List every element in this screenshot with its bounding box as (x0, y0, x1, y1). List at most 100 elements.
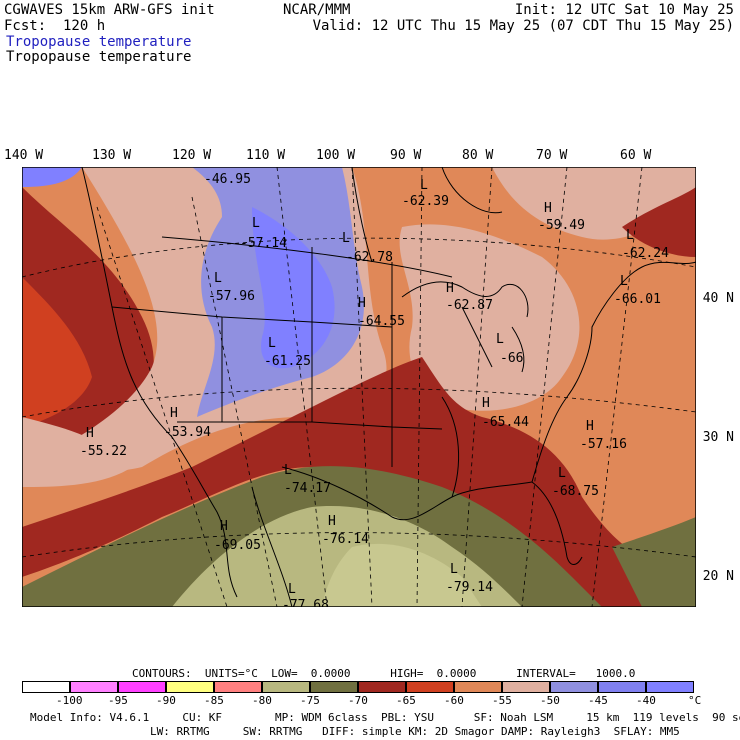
colorbar-unit: °C (688, 694, 702, 707)
extremum-type: H (86, 426, 94, 441)
colorbar-label: -50 (540, 694, 560, 707)
colorbar-label: -100 (56, 694, 83, 707)
colorbar-label: -45 (588, 694, 608, 707)
colorbar-label: -75 (300, 694, 320, 707)
lat-label-20n: 20 N (702, 569, 734, 584)
model-title: CGWAVES 15km ARW-GFS init (4, 2, 215, 18)
colorbar-swatch (262, 681, 310, 693)
model-info-line1: Model Info: V4.6.1 CU: KF MP: WDM 6class… (30, 711, 740, 724)
colorbar-swatch (598, 681, 646, 693)
extremum-type: L (252, 216, 260, 231)
colorbar-swatch (166, 681, 214, 693)
colorbar-swatch (358, 681, 406, 693)
colorbar-swatch (310, 681, 358, 693)
extremum-type: H (586, 419, 594, 434)
colorbar-swatch (22, 681, 70, 693)
extremum-type: H (544, 201, 552, 216)
colorbar-label: -70 (348, 694, 368, 707)
colorbar-swatch (454, 681, 502, 693)
extremum-value: -62.87 (446, 298, 493, 313)
lon-label-60w: 60 W (620, 148, 652, 163)
extremum-type: H (220, 519, 228, 534)
colorbar-swatch (214, 681, 262, 693)
extremum-value: -74.17 (284, 481, 331, 496)
colorbar-label: -55 (492, 694, 512, 707)
extremum-type: L (450, 562, 458, 577)
contours-info: CONTOURS: UNITS=°C LOW= 0.0000 HIGH= 0.0… (132, 667, 636, 680)
shading-minus45-plume (252, 207, 335, 369)
colorbar-swatch (550, 681, 598, 693)
lon-label-140w: 140 W (4, 148, 44, 163)
extremum-value: -53.94 (164, 425, 211, 440)
lat-label-40n: 40 N (702, 291, 734, 306)
extremum-type: H (482, 396, 490, 411)
colorbar-label: -80 (252, 694, 272, 707)
shading-minus55-sw (22, 417, 132, 487)
lon-label-70w: 70 W (536, 148, 568, 163)
extremum-type: L (214, 271, 222, 286)
extremum-value: -62.39 (402, 194, 449, 209)
extremum-type: H (328, 514, 336, 529)
extremum-value: -66 (500, 351, 523, 366)
colorbar-label: -65 (396, 694, 416, 707)
extremum-type: L (342, 231, 350, 246)
field-title-contour: Tropopause temperature (6, 49, 192, 65)
extremum-value: -62.78 (346, 250, 393, 265)
init-time: Init: 12 UTC Sat 10 May 25 (514, 2, 734, 18)
extremum-value: -59.49 (538, 218, 585, 233)
extremum-type: L (496, 332, 504, 347)
colorbar-label: -90 (156, 694, 176, 707)
extremum-type: L (288, 582, 296, 597)
shading-pacific-inner (22, 277, 92, 427)
boundaries (81, 167, 696, 607)
lon-label-130w: 130 W (92, 148, 132, 163)
lon-label-90w: 90 W (390, 148, 422, 163)
shading-minus55-east (399, 224, 580, 411)
colorbar-label: -40 (636, 694, 656, 707)
extremum-type: L (558, 466, 566, 481)
colorbar-swatch (406, 681, 454, 693)
colorbar-swatch (502, 681, 550, 693)
extremum-type: L (626, 228, 634, 243)
lat-label-30n: 30 N (702, 430, 734, 445)
extremum-value: -76.14 (322, 532, 369, 547)
extremum-value: -65.44 (482, 415, 529, 430)
lon-label-120w: 120 W (172, 148, 212, 163)
lon-label-80w: 80 W (462, 148, 494, 163)
extremum-value: -66.01 (614, 292, 661, 307)
shading-minus45-nw (22, 167, 82, 187)
extremum-value: -68.75 (552, 484, 599, 499)
valid-time: Valid: 12 UTC Thu 15 May 25 (07 CDT Thu … (312, 18, 734, 34)
extremum-type: H (170, 406, 178, 421)
extremum-type: H (446, 281, 454, 296)
extremum-type: L (620, 274, 628, 289)
colorbar-label: -85 (204, 694, 224, 707)
extremum-type: H (358, 296, 366, 311)
tropopause-temperature-map: -46.95 L -62.39 H -59.49 L -57.14 L -62.… (22, 167, 696, 607)
extremum-value: -77.68 (282, 598, 329, 607)
colorbar-label: -95 (108, 694, 128, 707)
lon-label-100w: 100 W (316, 148, 356, 163)
colorbar-label: -60 (444, 694, 464, 707)
extremum-value: -46.95 (204, 172, 251, 187)
field-title-shaded: Tropopause temperature (6, 34, 192, 50)
extremum-value: -57.16 (580, 437, 627, 452)
center-name: NCAR/MMM (283, 2, 351, 18)
extremum-value: -64.55 (358, 314, 405, 329)
lon-label-110w: 110 W (246, 148, 286, 163)
colorbar-swatch (70, 681, 118, 693)
colorbar-swatch (646, 681, 694, 693)
extremum-value: -57.96 (208, 289, 255, 304)
extremum-value: -57.14 (240, 236, 287, 251)
extremum-value: -61.25 (264, 354, 311, 369)
colorbar-swatch (118, 681, 166, 693)
graticule (22, 167, 696, 607)
extremum-value: -69.05 (214, 538, 261, 553)
forecast-hour: Fcst: 120 h (4, 18, 106, 34)
extremum-value: -79.14 (446, 580, 493, 595)
extremum-type: L (268, 336, 276, 351)
extremum-type: L (420, 178, 428, 193)
extremum-value: -62.24 (622, 246, 669, 261)
model-info-line2: LW: RRTMG SW: RRTMG DIFF: simple KM: 2D … (150, 725, 680, 738)
extremum-type: L (284, 463, 292, 478)
